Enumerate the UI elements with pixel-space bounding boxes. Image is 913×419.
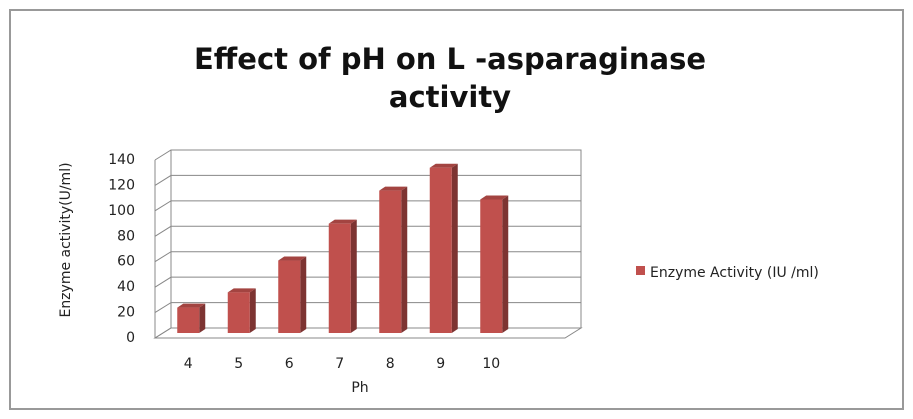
- legend-swatch: [636, 266, 645, 275]
- y-tick-label: 60: [117, 254, 135, 270]
- y-tick-label: 100: [108, 203, 135, 219]
- bar-top: [278, 256, 307, 261]
- bar-side: [502, 195, 509, 333]
- bar: [278, 260, 301, 333]
- x-tick-label: 5: [234, 356, 243, 372]
- y-tick-label: 120: [108, 177, 135, 193]
- x-tick-label: 4: [184, 356, 193, 372]
- bar: [429, 167, 452, 333]
- bar-side: [199, 303, 206, 333]
- bar: [328, 223, 351, 333]
- x-tick-label: 10: [482, 356, 500, 372]
- y-tick-label: 80: [117, 228, 135, 244]
- x-tick-label: 9: [436, 356, 445, 372]
- bar: [480, 199, 503, 333]
- bar-top: [177, 303, 206, 308]
- y-tick-label: 40: [117, 279, 135, 295]
- legend-label: Enzyme Activity (IU /ml): [650, 265, 819, 281]
- y-tick-label: 140: [108, 152, 135, 168]
- x-tick-label: 6: [285, 356, 294, 372]
- y-axis-label: Enzyme activity(U/ml): [58, 162, 74, 317]
- bar-side: [300, 256, 307, 333]
- x-axis-label: Ph: [351, 380, 368, 396]
- chart-title: Effect of pH on L -asparaginase activity: [193, 42, 707, 114]
- bar: [177, 307, 200, 333]
- bar: [379, 190, 402, 333]
- bar-top: [328, 219, 357, 224]
- y-tick-label: 0: [126, 330, 135, 346]
- bar-side: [451, 163, 458, 333]
- bar-top: [379, 186, 408, 191]
- x-tick-label: 7: [335, 356, 344, 372]
- grid-line: [154, 149, 581, 161]
- bar-top: [227, 288, 256, 293]
- bar-top: [480, 195, 509, 200]
- x-tick-label: 8: [386, 356, 395, 372]
- bar-side: [249, 288, 256, 333]
- bar-side: [401, 186, 408, 333]
- y-tick-label: 20: [117, 305, 135, 321]
- bar-side: [350, 219, 357, 333]
- bar-top: [429, 163, 458, 168]
- bar: [227, 292, 250, 333]
